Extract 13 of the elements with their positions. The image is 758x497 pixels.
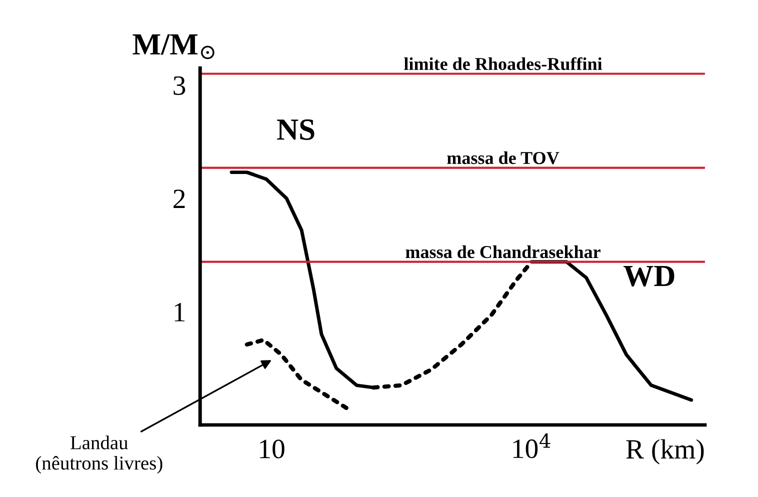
x-tick-label: 10 <box>260 440 284 458</box>
y-tick-label: 2 <box>174 190 185 208</box>
x-axis-title: R (km) <box>626 439 704 464</box>
text: Landau (nêutrons livres) <box>36 436 162 474</box>
ref-line-label: massa de Chandrasekhar <box>406 245 600 258</box>
ref-line-label: massa de TOV <box>447 151 560 164</box>
y-axis-title: M/M$_{⊙}$ <box>132 34 214 60</box>
y-tick-label: 1 <box>174 302 185 322</box>
y-tick-label: 3 <box>174 76 186 95</box>
ref-line-label: limite de Rhoades-Ruffini <box>404 57 602 70</box>
x-tick-label: 10$^{4}$ <box>513 433 550 458</box>
annotation: NS <box>277 119 314 140</box>
annotation: WD <box>624 266 674 286</box>
